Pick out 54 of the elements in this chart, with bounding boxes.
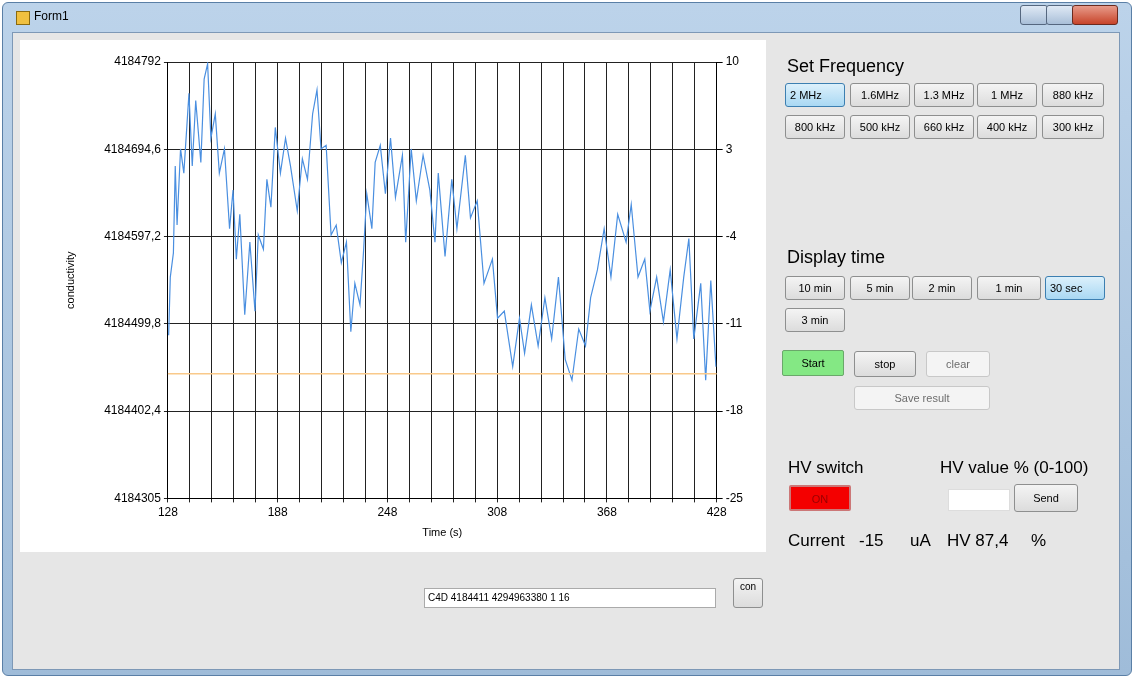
y-tick-label: 4184792 bbox=[114, 54, 162, 69]
text: 500 kHz bbox=[850, 115, 910, 139]
text: con bbox=[733, 578, 763, 608]
y-axis-title: conductivity bbox=[63, 250, 76, 309]
text: uA bbox=[910, 531, 931, 551]
y2-tick-label: -25 bbox=[725, 490, 744, 505]
text: Send bbox=[1014, 484, 1078, 512]
text: HV value % (0-100) bbox=[940, 458, 1089, 478]
text: stop bbox=[854, 351, 916, 377]
y-tick-label: 4184597,2 bbox=[104, 228, 162, 243]
y2-tick-label: 10 bbox=[725, 54, 740, 69]
text: Display time bbox=[787, 247, 886, 268]
text: 2 MHz bbox=[785, 83, 845, 107]
text: Form1 bbox=[34, 9, 69, 23]
x-tick-label: 428 bbox=[706, 504, 727, 519]
text: ON bbox=[789, 485, 851, 511]
text: 300 kHz bbox=[1042, 115, 1104, 139]
text: 660 kHz bbox=[914, 115, 974, 139]
text: 880 kHz bbox=[1042, 83, 1104, 107]
text: HV 87,4 bbox=[947, 531, 1009, 551]
text: 2 min bbox=[912, 276, 972, 300]
text: 10 min bbox=[785, 276, 845, 300]
text: 1 min bbox=[977, 276, 1041, 300]
text: HV switch bbox=[788, 458, 864, 478]
y-tick-label: 4184402,4 bbox=[104, 403, 162, 418]
text: Start bbox=[782, 350, 844, 376]
text: 1.6MHz bbox=[850, 83, 910, 107]
y2-tick-label: -18 bbox=[725, 403, 744, 418]
x-tick-label: 368 bbox=[596, 504, 618, 519]
x-tick-label: 128 bbox=[157, 504, 179, 519]
y-tick-label: 4184499,8 bbox=[104, 316, 162, 331]
x-tick-label: 248 bbox=[377, 504, 398, 519]
text: Current bbox=[788, 531, 845, 551]
text: Save result bbox=[854, 386, 990, 410]
text: 5 min bbox=[850, 276, 910, 300]
y2-tick-label: -11 bbox=[725, 316, 743, 331]
text: C4D 4184411 4294963380 1 16 bbox=[424, 588, 716, 608]
text: 30 sec bbox=[1045, 276, 1105, 300]
y2-tick-label: 3 bbox=[725, 141, 733, 156]
y2-tick-label: -4 bbox=[725, 228, 737, 243]
y-tick-label: 4184305 bbox=[114, 490, 162, 505]
x-axis-title: Time (s) bbox=[422, 526, 463, 539]
text: 400 kHz bbox=[977, 115, 1037, 139]
text: 1 MHz bbox=[977, 83, 1037, 107]
text: % bbox=[1031, 531, 1047, 551]
x-tick-label: 308 bbox=[487, 504, 508, 519]
y-tick-label: 4184694,6 bbox=[104, 141, 162, 156]
text: Set Frequency bbox=[787, 56, 905, 77]
text: 800 kHz bbox=[785, 115, 845, 139]
text: clear bbox=[926, 351, 990, 377]
x-tick-label: 188 bbox=[267, 504, 288, 519]
text: 1.3 MHz bbox=[914, 83, 974, 107]
text: 3 min bbox=[785, 308, 845, 332]
text: -15 bbox=[859, 531, 884, 551]
